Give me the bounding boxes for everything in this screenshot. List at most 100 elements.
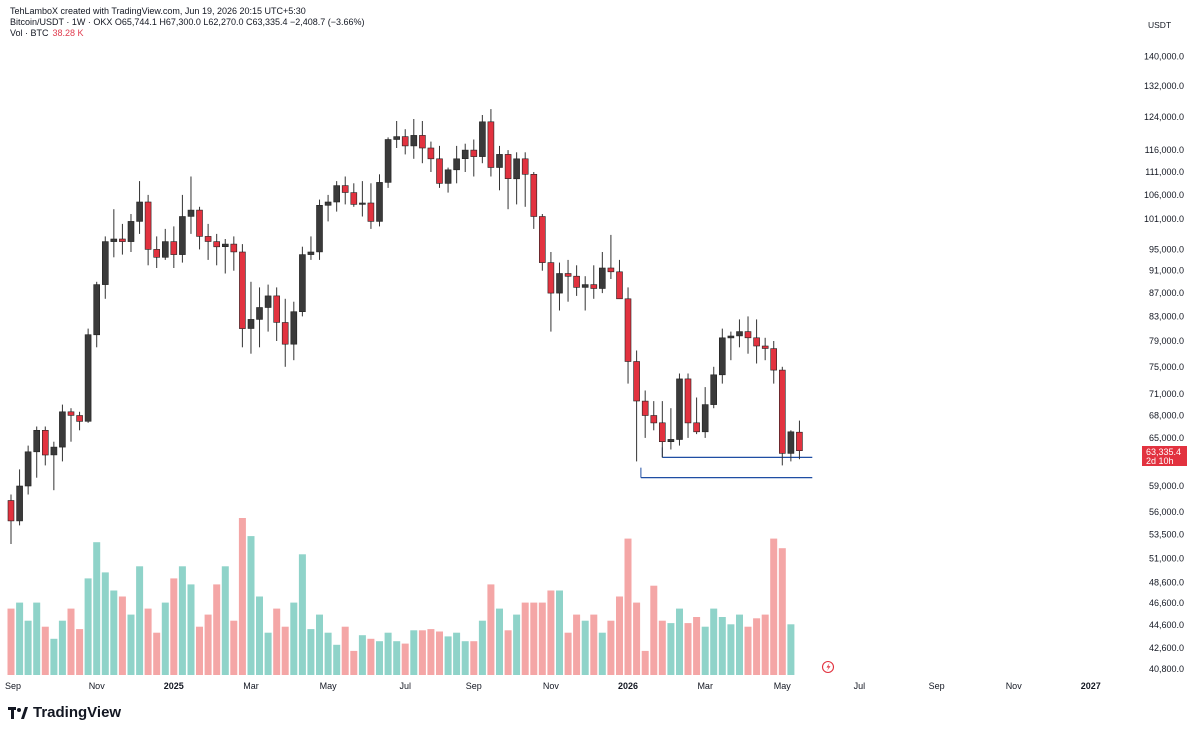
price-tick-label: 95,000.0	[1149, 244, 1184, 254]
last-price-value: 63,335.4	[1146, 447, 1181, 457]
volume-bar	[487, 584, 495, 675]
volume-bar	[564, 632, 572, 675]
candle-body	[770, 348, 778, 371]
candle-body	[102, 241, 109, 285]
volume-bar	[316, 614, 323, 675]
tradingview-logo-icon	[8, 706, 28, 719]
volume-bar	[256, 596, 263, 675]
candle-body	[230, 243, 238, 253]
candle-body	[736, 331, 743, 337]
candle-body	[359, 202, 366, 205]
price-tick-label: 83,000.0	[1149, 311, 1184, 321]
candle-body	[410, 135, 418, 147]
candle-body	[376, 182, 383, 222]
time-tick-label: Jul	[854, 681, 866, 691]
price-tick-label: 65,000.0	[1149, 433, 1184, 443]
volume-bar	[616, 596, 623, 675]
candle-body	[778, 369, 786, 454]
volume-bar	[376, 641, 383, 675]
candle-body	[67, 411, 75, 416]
price-tick-label: 42,600.0	[1149, 643, 1184, 653]
candle-body	[676, 378, 683, 440]
volume-bar	[333, 644, 341, 675]
volume-bar	[213, 584, 221, 675]
volume-bar	[684, 623, 692, 675]
time-tick-label: Sep	[929, 681, 945, 691]
volume-bar	[24, 620, 32, 675]
volume-bar	[50, 638, 58, 675]
volume-bar	[118, 596, 126, 675]
candle-body	[273, 295, 281, 323]
candle-body	[281, 322, 289, 345]
volume-bar	[761, 614, 769, 675]
candle-body	[33, 429, 41, 453]
price-chart[interactable]: 140,000.0 132,000.0 124,000.0 116,000.0 111,…	[0, 0, 1200, 700]
tradingview-logo[interactable]: TradingView	[8, 704, 121, 721]
candle-body	[419, 135, 426, 149]
time-axis[interactable]: Sep Nov 2025 Mar May Jul Sep Nov 2026 Mar May Jul Se…	[5, 681, 1101, 691]
candle-body	[556, 273, 563, 294]
volume-bar	[290, 602, 298, 675]
volume-bar	[676, 608, 683, 675]
candle-body	[127, 221, 135, 242]
volume-bar	[324, 632, 332, 675]
volume-bar	[41, 626, 49, 675]
price-tick-label: 111,000.0	[1145, 167, 1184, 177]
lightning-icon[interactable]	[821, 660, 835, 674]
candle-body	[110, 238, 118, 242]
candle-body	[761, 345, 769, 349]
candle-body	[384, 139, 392, 183]
candle-body	[222, 243, 229, 248]
candle-body	[530, 174, 538, 217]
volume-bar	[350, 650, 358, 675]
chart-header: TehLamboX created with TradingView.com, …	[10, 6, 365, 39]
price-tick-label: 53,500.0	[1149, 530, 1184, 540]
volume-bar	[264, 632, 272, 675]
volume-bar	[547, 590, 555, 675]
volume-bar	[667, 623, 675, 675]
price-tick-label: 91,000.0	[1149, 266, 1184, 276]
candle-body	[290, 311, 298, 345]
volume-bar	[453, 632, 461, 675]
volume-bar	[221, 566, 229, 675]
candle-body	[479, 121, 486, 157]
candle-body	[796, 431, 803, 452]
price-tick-label: 44,600.0	[1149, 620, 1184, 630]
volume-bar	[787, 624, 795, 675]
candle-body	[564, 273, 572, 277]
candle-body	[607, 267, 615, 273]
candle-body	[624, 298, 632, 362]
price-tick-label: 46,600.0	[1149, 598, 1184, 608]
volume-bar	[84, 578, 92, 675]
candle-body	[684, 378, 692, 424]
volume-bar	[744, 626, 752, 675]
price-axis[interactable]: 140,000.0 132,000.0 124,000.0 116,000.0 111,…	[1144, 52, 1184, 675]
candle-body	[487, 121, 495, 168]
volume-label: Vol · BTC	[10, 28, 49, 38]
candle-body	[162, 241, 169, 258]
candle-body	[256, 307, 263, 320]
candle-body	[496, 154, 503, 168]
candle-body	[538, 216, 546, 263]
symbol-ohlc-legend[interactable]: Bitcoin/USDT · 1W · OKX O65,744.1 H67,30…	[10, 17, 365, 27]
candle-body	[616, 271, 623, 300]
candle-body	[436, 158, 443, 184]
candle-body	[367, 202, 375, 222]
volume-bar	[76, 629, 84, 675]
volume-bar	[641, 650, 649, 675]
candle-body	[641, 400, 649, 416]
price-tick-label: 51,000.0	[1149, 553, 1184, 563]
tradingview-logo-text: TradingView	[33, 704, 122, 721]
candle-body	[76, 415, 83, 422]
candle-body	[24, 451, 32, 487]
candle-body	[693, 422, 700, 433]
volume-bar	[444, 636, 452, 675]
time-tick-label: 2027	[1081, 681, 1101, 691]
price-tick-label: 116,000.0	[1145, 145, 1184, 155]
candle-body	[547, 262, 555, 294]
volume-bar	[393, 641, 401, 675]
candle-body	[213, 241, 220, 248]
volume-legend[interactable]: Vol · BTC 38.28 K	[10, 28, 365, 39]
volume-bar	[153, 632, 161, 675]
volume-bar	[778, 548, 786, 675]
